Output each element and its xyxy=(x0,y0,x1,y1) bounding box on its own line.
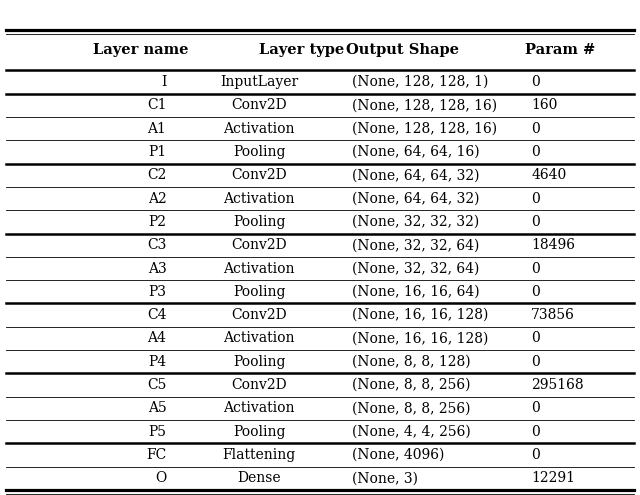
Text: 0: 0 xyxy=(531,401,540,415)
Text: 4640: 4640 xyxy=(531,168,566,182)
Text: 0: 0 xyxy=(531,425,540,439)
Text: (None, 32, 32, 32): (None, 32, 32, 32) xyxy=(352,215,479,229)
Text: P1: P1 xyxy=(148,145,166,159)
Text: C2: C2 xyxy=(147,168,166,182)
Text: Conv2D: Conv2D xyxy=(232,168,287,182)
Text: Layer name: Layer name xyxy=(93,43,188,57)
Text: O: O xyxy=(155,471,166,486)
Text: Activation: Activation xyxy=(223,261,295,276)
Text: I: I xyxy=(161,75,166,89)
Text: Conv2D: Conv2D xyxy=(232,238,287,252)
Text: (None, 4, 4, 256): (None, 4, 4, 256) xyxy=(352,425,471,439)
Text: C3: C3 xyxy=(147,238,166,252)
Text: 0: 0 xyxy=(531,448,540,462)
Text: P3: P3 xyxy=(148,285,166,299)
Text: (None, 16, 16, 128): (None, 16, 16, 128) xyxy=(352,308,488,322)
Text: 0: 0 xyxy=(531,215,540,229)
Text: (None, 128, 128, 16): (None, 128, 128, 16) xyxy=(352,122,497,136)
Text: 0: 0 xyxy=(531,145,540,159)
Text: A2: A2 xyxy=(148,192,166,205)
Text: C1: C1 xyxy=(147,99,166,112)
Text: Pooling: Pooling xyxy=(233,285,285,299)
Text: Activation: Activation xyxy=(223,401,295,415)
Text: (None, 16, 16, 128): (None, 16, 16, 128) xyxy=(352,332,488,346)
Text: Flattening: Flattening xyxy=(223,448,296,462)
Text: Param #: Param # xyxy=(525,43,595,57)
Text: Activation: Activation xyxy=(223,192,295,205)
Text: C5: C5 xyxy=(147,378,166,392)
Text: Pooling: Pooling xyxy=(233,215,285,229)
Text: 160: 160 xyxy=(531,99,557,112)
Text: P2: P2 xyxy=(148,215,166,229)
Text: 0: 0 xyxy=(531,75,540,89)
Text: P5: P5 xyxy=(148,425,166,439)
Text: A1: A1 xyxy=(148,122,166,136)
Text: Conv2D: Conv2D xyxy=(232,99,287,112)
Text: (None, 8, 8, 256): (None, 8, 8, 256) xyxy=(352,401,470,415)
Text: (None, 16, 16, 64): (None, 16, 16, 64) xyxy=(352,285,479,299)
Text: (None, 32, 32, 64): (None, 32, 32, 64) xyxy=(352,261,479,276)
Text: 18496: 18496 xyxy=(531,238,575,252)
Text: 0: 0 xyxy=(531,332,540,346)
Text: Conv2D: Conv2D xyxy=(232,308,287,322)
Text: (None, 32, 32, 64): (None, 32, 32, 64) xyxy=(352,238,479,252)
Text: A5: A5 xyxy=(148,401,166,415)
Text: Pooling: Pooling xyxy=(233,355,285,369)
Text: (None, 4096): (None, 4096) xyxy=(352,448,444,462)
Text: A4: A4 xyxy=(148,332,166,346)
Text: A3: A3 xyxy=(148,261,166,276)
Text: 295168: 295168 xyxy=(531,378,584,392)
Text: (None, 128, 128, 16): (None, 128, 128, 16) xyxy=(352,99,497,112)
Text: Output Shape: Output Shape xyxy=(346,43,459,57)
Text: 0: 0 xyxy=(531,285,540,299)
Text: Activation: Activation xyxy=(223,122,295,136)
Text: InputLayer: InputLayer xyxy=(220,75,298,89)
Text: (None, 64, 64, 32): (None, 64, 64, 32) xyxy=(352,168,479,182)
Text: Activation: Activation xyxy=(223,332,295,346)
Text: 0: 0 xyxy=(531,192,540,205)
Text: (None, 3): (None, 3) xyxy=(352,471,418,486)
Text: Dense: Dense xyxy=(237,471,281,486)
Text: 12291: 12291 xyxy=(531,471,575,486)
Text: 0: 0 xyxy=(531,122,540,136)
Text: (None, 64, 64, 16): (None, 64, 64, 16) xyxy=(352,145,479,159)
Text: (None, 8, 8, 128): (None, 8, 8, 128) xyxy=(352,355,470,369)
Text: (None, 128, 128, 1): (None, 128, 128, 1) xyxy=(352,75,488,89)
Text: FC: FC xyxy=(146,448,166,462)
Text: 73856: 73856 xyxy=(531,308,575,322)
Text: 0: 0 xyxy=(531,355,540,369)
Text: (None, 8, 8, 256): (None, 8, 8, 256) xyxy=(352,378,470,392)
Text: (None, 64, 64, 32): (None, 64, 64, 32) xyxy=(352,192,479,205)
Text: 0: 0 xyxy=(531,261,540,276)
Text: Layer type: Layer type xyxy=(259,43,344,57)
Text: C4: C4 xyxy=(147,308,166,322)
Text: P4: P4 xyxy=(148,355,166,369)
Text: Pooling: Pooling xyxy=(233,145,285,159)
Text: Pooling: Pooling xyxy=(233,425,285,439)
Text: Conv2D: Conv2D xyxy=(232,378,287,392)
